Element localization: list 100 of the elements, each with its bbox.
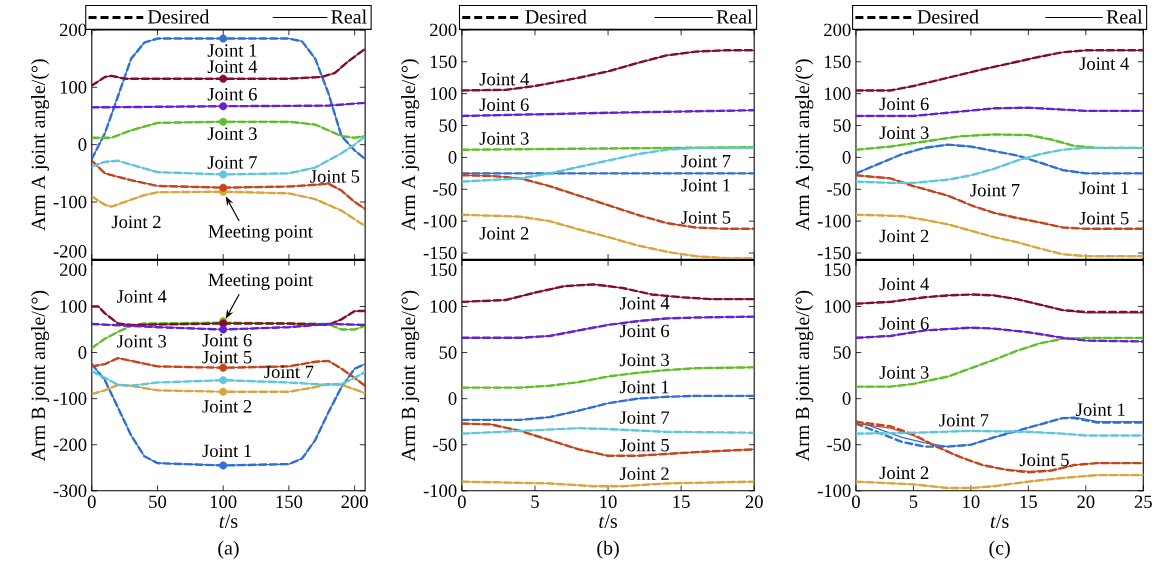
y-tick-label: 200 xyxy=(59,263,87,277)
y-tick-label: 100 xyxy=(430,300,457,313)
annotation: Joint 5 xyxy=(202,351,252,364)
y-tick-label: 200 xyxy=(430,23,457,37)
annotation: Joint 6 xyxy=(879,97,929,111)
x-tick-label: 5 xyxy=(531,495,539,509)
x-tick-label: 200 xyxy=(341,495,368,509)
annotation: Joint 3 xyxy=(117,335,167,348)
x-tick-label: 0 xyxy=(457,495,466,509)
y-tick-label: -300 xyxy=(53,484,87,498)
x-axis-title: t/s xyxy=(990,514,1009,529)
annotation: Joint 1 xyxy=(207,44,257,57)
annotation: Joint 7 xyxy=(264,365,314,379)
annotation: Joint 3 xyxy=(479,132,529,145)
annotation: Joint 7 xyxy=(681,155,731,168)
y-tick-label: -100 xyxy=(423,215,457,228)
y-tick-label: -50 xyxy=(827,438,851,452)
annotation: Joint 2 xyxy=(879,229,929,243)
x-tick-label: 15 xyxy=(673,495,690,509)
annotation: Joint 6 xyxy=(879,317,929,330)
annotation: Joint 7 xyxy=(619,411,670,425)
y-tick-label: 150 xyxy=(824,55,851,69)
annotation: Joint 5 xyxy=(1079,212,1129,225)
annotation: Joint 4 xyxy=(479,73,530,86)
y-tick-label: 50 xyxy=(833,346,851,360)
y-tick-label: 0 xyxy=(448,151,457,164)
x-tick-label: 50 xyxy=(149,495,167,509)
y-axis-title: Arm A joint angle/(°) xyxy=(31,59,50,231)
annotation: Joint 3 xyxy=(619,353,669,367)
annotation: Joint 4 xyxy=(619,297,670,310)
annotation: Joint 7 xyxy=(970,184,1020,197)
y-tick-label: -50 xyxy=(433,183,457,196)
annotation: Joint 5 xyxy=(681,211,731,224)
text: Desired xyxy=(147,9,210,24)
x-tick-label: 150 xyxy=(276,495,303,509)
text: Real xyxy=(716,9,753,24)
y-axis-title: Arm B joint angle/(°) xyxy=(795,290,814,462)
annotation: Joint 4 xyxy=(1079,57,1129,71)
y-tick-label: 100 xyxy=(60,300,87,313)
x-tick-label: 0 xyxy=(852,495,860,509)
annotation: Joint 7 xyxy=(207,156,257,169)
text: Desired xyxy=(525,9,587,24)
x-tick-label: 10 xyxy=(600,495,617,509)
text: (a) xyxy=(218,540,239,559)
x-axis-title: t/s xyxy=(219,514,238,529)
y-tick-label: -150 xyxy=(423,246,457,260)
annotation: Joint 2 xyxy=(879,466,929,480)
annotation: Joint 3 xyxy=(879,126,929,140)
y-axis-title: Arm A joint angle/(°) xyxy=(795,59,814,231)
annotation: Joint 6 xyxy=(207,88,257,101)
text: Real xyxy=(1106,9,1143,24)
y-tick-label: -100 xyxy=(53,392,87,406)
y-tick-label: 0 xyxy=(448,392,457,406)
y-tick-label: -100 xyxy=(817,484,851,498)
y-tick-label: 100 xyxy=(430,87,457,101)
y-tick-label: -100 xyxy=(817,215,851,228)
y-tick-label: 50 xyxy=(439,346,457,360)
annotation: Joint 2 xyxy=(202,400,252,413)
y-tick-label: 100 xyxy=(60,81,87,94)
x-tick-label: 100 xyxy=(210,495,237,509)
annotation: Joint 2 xyxy=(479,227,529,240)
y-tick-label: 50 xyxy=(833,119,851,132)
annotation: Meeting point xyxy=(208,225,313,242)
x-tick-label: 20 xyxy=(1077,495,1095,509)
annotation: Joint 2 xyxy=(619,467,669,481)
annotation: Joint 1 xyxy=(1079,181,1129,195)
annotation: Joint 5 xyxy=(619,439,669,452)
y-tick-label: 0 xyxy=(78,346,87,360)
x-axis-title: t/s xyxy=(599,514,617,529)
annotation: Joint 5 xyxy=(1019,453,1069,467)
x-tick-label: 0 xyxy=(87,495,96,509)
y-axis-title: Arm B joint angle/(°) xyxy=(401,290,420,462)
annotation: Joint 5 xyxy=(310,170,360,183)
y-tick-label: 200 xyxy=(59,23,87,37)
y-axis-title: Arm A joint angle/(°) xyxy=(401,59,420,231)
annotation: Joint 4 xyxy=(117,290,167,303)
annotation: Joint 4 xyxy=(879,277,930,291)
annotation: Joint 4 xyxy=(207,60,258,74)
text: Real xyxy=(331,9,367,24)
y-tick-label: 0 xyxy=(842,151,851,164)
y-tick-label: 0 xyxy=(842,392,851,406)
annotation: Joint 1 xyxy=(202,444,252,458)
y-tick-label: 0 xyxy=(78,138,87,152)
y-tick-label: -200 xyxy=(53,245,87,258)
annotation: Joint 1 xyxy=(1076,403,1125,417)
annotation: Meeting point xyxy=(208,273,313,291)
y-tick-label: -150 xyxy=(817,246,851,260)
x-tick-label: 15 xyxy=(1020,495,1037,509)
y-tick-label: -50 xyxy=(433,438,457,452)
y-axis-title: Arm B joint angle/(°) xyxy=(31,290,50,462)
annotation: Joint 1 xyxy=(619,381,669,394)
text: (c) xyxy=(989,540,1010,559)
y-tick-label: 50 xyxy=(439,119,457,132)
y-tick-label: 200 xyxy=(824,23,851,37)
annotation: Joint 3 xyxy=(879,366,929,379)
y-tick-label: -50 xyxy=(827,183,851,196)
x-tick-label: 5 xyxy=(909,495,918,509)
text: (b) xyxy=(597,540,619,559)
x-tick-label: 20 xyxy=(745,495,763,509)
annotation: Joint 6 xyxy=(479,98,529,112)
